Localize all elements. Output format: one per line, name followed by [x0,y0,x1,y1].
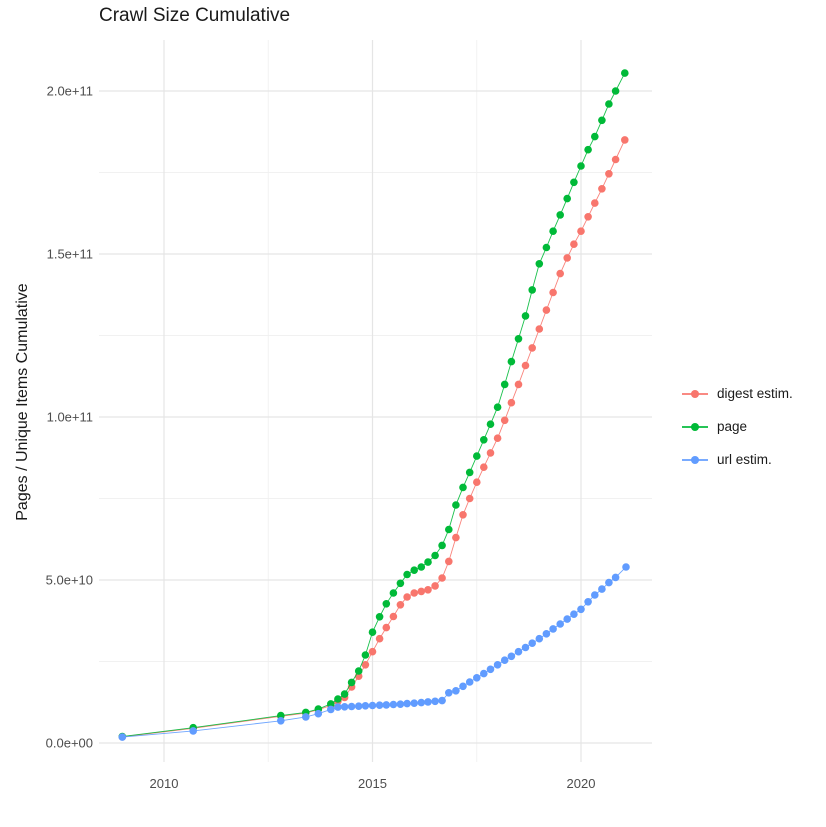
y-tick-label: 0.0e+00 [46,736,93,751]
legend: digest estim. page url estim. [682,377,793,476]
series-url-estim [118,563,630,741]
legend-label: page [717,419,748,434]
x-tick-label: 2020 [567,776,596,791]
grid-major [99,40,652,762]
legend-item-page: page [682,410,793,443]
x-tick-labels: 2010 2015 2020 [150,776,596,791]
y-tick-label: 2.0e+11 [47,84,93,99]
legend-item-digest-estim: digest estim. [682,377,793,410]
legend-key-icon [682,386,708,402]
y-tick-label: 5.0e+10 [46,573,93,588]
series-digest-estim [118,136,629,741]
legend-label: url estim. [717,452,772,467]
y-tick-label: 1.5e+11 [47,247,93,262]
series-page [118,69,629,741]
x-tick-label: 2010 [150,776,179,791]
legend-key-icon [682,419,708,435]
legend-key-icon [682,452,708,468]
chart-title: Crawl Size Cumulative [99,5,291,26]
x-tick-label: 2015 [358,776,387,791]
legend-item-url-estim: url estim. [682,443,793,476]
grid-minor [99,40,652,762]
y-tick-label: 1.0e+11 [47,410,93,425]
y-tick-labels: 0.0e+00 5.0e+10 1.0e+11 1.5e+11 2.0e+11 [46,84,93,751]
legend-label: digest estim. [717,386,793,401]
